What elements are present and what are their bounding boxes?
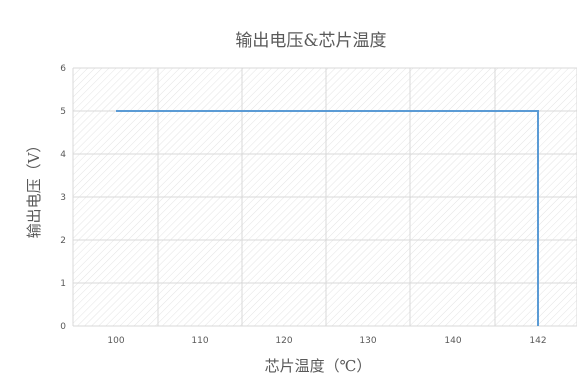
y-tick-label: 5 [60, 107, 66, 117]
series-line-0 [116, 110, 539, 326]
x-tick-label: 142 [529, 336, 546, 346]
x-axis-ticks: 100 110 120 130 140 142 [107, 336, 546, 346]
chart-title: 输出电压&芯片温度 [235, 31, 386, 51]
x-tick-label: 140 [444, 336, 461, 346]
y-tick-label: 1 [60, 279, 66, 289]
y-axis-ticks: 0 1 2 3 4 5 6 [60, 64, 66, 332]
y-tick-label: 6 [60, 64, 66, 74]
series-layer [116, 110, 539, 326]
x-tick-label: 100 [107, 336, 124, 346]
x-axis-title: 芯片温度（℃） [265, 357, 372, 375]
x-tick-label: 120 [275, 336, 292, 346]
y-tick-label: 3 [60, 193, 66, 203]
x-tick-label: 110 [191, 336, 208, 346]
x-tick-label: 130 [359, 336, 376, 346]
y-tick-label: 2 [60, 236, 66, 246]
y-tick-label: 0 [60, 322, 66, 332]
y-tick-label: 4 [60, 150, 66, 160]
y-axis-title: 输出电压（V） [25, 138, 43, 239]
